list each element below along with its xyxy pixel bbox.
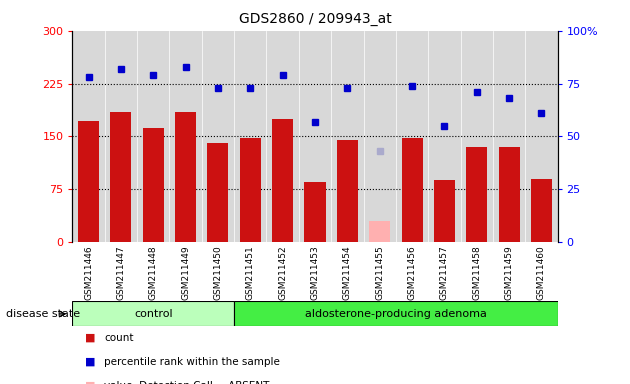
Text: GSM211451: GSM211451 [246, 245, 255, 300]
Text: ■: ■ [85, 333, 96, 343]
Bar [110, 112, 132, 242]
Bar [72, 301, 234, 326]
Bar [498, 147, 520, 242]
Bar [337, 140, 358, 242]
Text: control: control [134, 309, 173, 319]
Text: aldosterone-producing adenoma: aldosterone-producing adenoma [305, 309, 487, 319]
Text: GSM211452: GSM211452 [278, 245, 287, 300]
Text: count: count [104, 333, 134, 343]
Text: GSM211457: GSM211457 [440, 245, 449, 300]
Text: GSM211449: GSM211449 [181, 245, 190, 300]
Text: GSM211459: GSM211459 [505, 245, 513, 300]
Text: GSM211460: GSM211460 [537, 245, 546, 300]
Text: GSM211446: GSM211446 [84, 245, 93, 300]
Bar [272, 119, 293, 242]
Bar [207, 143, 229, 242]
Text: GSM211453: GSM211453 [311, 245, 319, 300]
Text: GSM211447: GSM211447 [117, 245, 125, 300]
Text: GSM211455: GSM211455 [375, 245, 384, 300]
Text: GSM211456: GSM211456 [408, 245, 416, 300]
Bar [240, 138, 261, 242]
Text: GSM211448: GSM211448 [149, 245, 158, 300]
Text: GSM211450: GSM211450 [214, 245, 222, 300]
Bar [531, 179, 552, 242]
Text: GSM211458: GSM211458 [472, 245, 481, 300]
Bar [401, 138, 423, 242]
Bar [143, 128, 164, 242]
Text: ■: ■ [85, 357, 96, 367]
Bar [78, 121, 99, 242]
Text: value, Detection Call = ABSENT: value, Detection Call = ABSENT [104, 381, 270, 384]
Bar [304, 182, 326, 242]
Bar [434, 180, 455, 242]
Text: ■: ■ [85, 381, 96, 384]
Text: GSM211454: GSM211454 [343, 245, 352, 300]
Text: GDS2860 / 209943_at: GDS2860 / 209943_at [239, 12, 391, 25]
Text: disease state: disease state [6, 309, 81, 319]
Bar [175, 112, 196, 242]
Text: percentile rank within the sample: percentile rank within the sample [104, 357, 280, 367]
Bar [466, 147, 487, 242]
Bar [369, 221, 390, 242]
Bar [234, 301, 558, 326]
